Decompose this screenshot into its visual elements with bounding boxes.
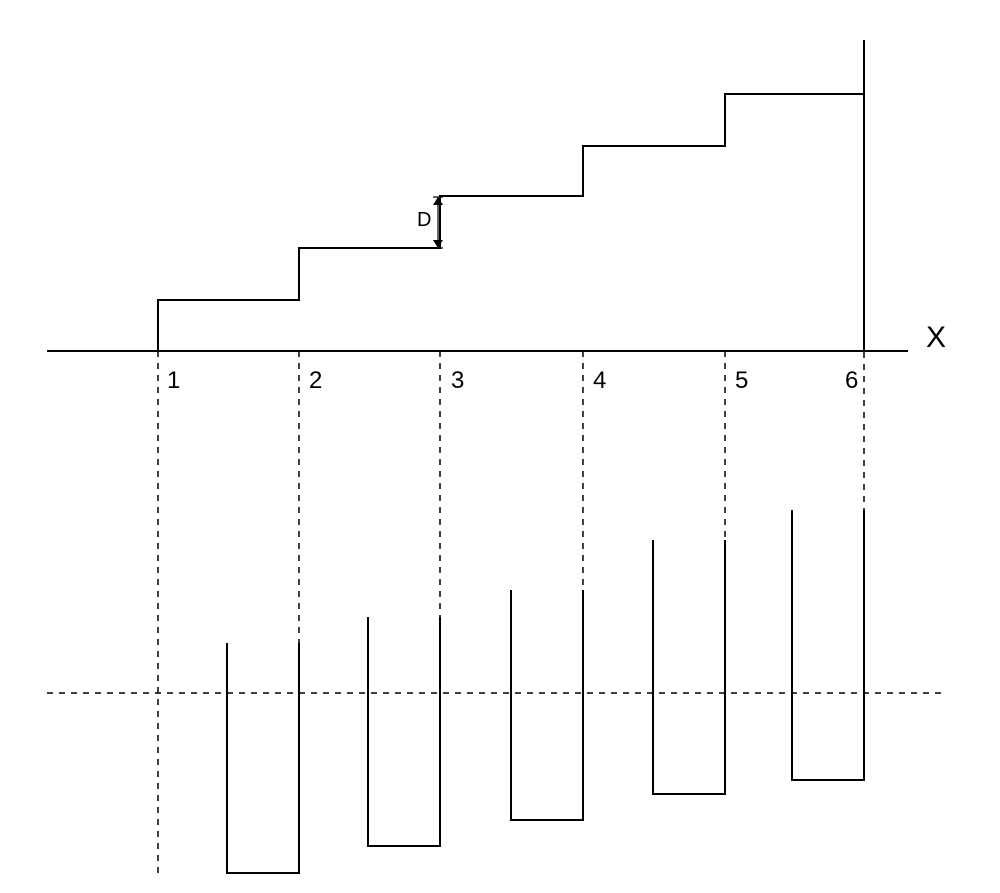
- x-tick-label: 4: [593, 367, 606, 394]
- x-axis-label: X: [926, 321, 946, 354]
- diagram-svg: X 1 2 3 4 5 6 D: [0, 0, 1000, 893]
- x-tick-label: 1: [167, 367, 180, 394]
- x-tick-label: 2: [309, 367, 322, 394]
- x-tick-label: 3: [451, 367, 464, 394]
- x-tick-label: 6: [845, 367, 858, 394]
- background: [0, 0, 1000, 893]
- dimension-d-label: D: [417, 209, 431, 231]
- x-tick-label: 5: [735, 367, 748, 394]
